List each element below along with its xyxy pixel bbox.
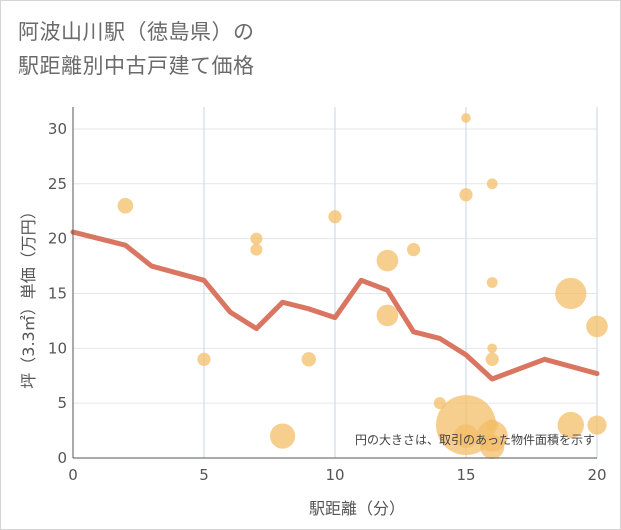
- y-tick-label: 0: [57, 449, 67, 467]
- tick-labels: 0 5 10 15 20 25 30 0 5 10 15 20: [48, 120, 607, 484]
- bubble-point: [376, 304, 399, 327]
- bubble-point: [461, 113, 471, 123]
- bubble-point: [301, 352, 316, 367]
- bubble-layer: [117, 113, 608, 460]
- bubble-point: [117, 197, 134, 214]
- bubble-point: [557, 411, 584, 439]
- trend-line-layer: [70, 229, 600, 382]
- bubble-point: [586, 315, 608, 338]
- x-tick-label: 10: [325, 466, 344, 484]
- bubble-point: [197, 352, 211, 366]
- y-tick-label: 5: [57, 394, 67, 412]
- bubble-point: [250, 232, 263, 245]
- x-tick-label: 0: [68, 466, 78, 484]
- y-tick-label: 30: [48, 120, 67, 138]
- grid-lines: [73, 107, 598, 458]
- bubble-point: [486, 419, 499, 432]
- chart-title: 阿波山川駅（徳島県）の 駅距離別中古戸建て価格: [18, 15, 255, 83]
- bubble-point: [480, 435, 505, 460]
- bubble-point: [485, 352, 499, 366]
- axes: [72, 107, 597, 459]
- bubble-point: [487, 343, 498, 354]
- trend-line: [70, 229, 600, 382]
- bubble-point: [486, 277, 498, 288]
- bubble-point: [376, 249, 399, 272]
- bubble-point: [407, 242, 421, 257]
- bubble-point: [270, 423, 296, 449]
- y-tick-label: 20: [48, 230, 67, 248]
- x-tick-label: 15: [456, 466, 475, 484]
- bubble-point: [250, 243, 263, 256]
- x-tick-label: 5: [199, 466, 209, 484]
- bubble-size-note: 円の大きさは、取引のあった物件面積を示す: [355, 432, 595, 447]
- y-tick-label: 25: [48, 175, 67, 193]
- bubble-point: [454, 424, 478, 449]
- y-tick-label: 10: [48, 339, 67, 357]
- bubble-point: [555, 277, 587, 310]
- bubble-point: [459, 188, 473, 202]
- x-axis-title: 駅距離（分）: [309, 499, 405, 518]
- bubble-point: [587, 415, 607, 435]
- x-tick-label: 20: [587, 466, 606, 484]
- bubble-point: [328, 210, 342, 224]
- chart-title-line2: 駅距離別中古戸建て価格: [18, 54, 255, 78]
- bubble-point: [433, 397, 446, 410]
- chart-title-line1: 阿波山川駅（徳島県）の: [18, 20, 255, 44]
- y-tick-label: 15: [48, 284, 67, 302]
- y-axis-title: 坪（3.3㎡）単価（万円）: [19, 203, 38, 388]
- bubble-point: [486, 178, 498, 190]
